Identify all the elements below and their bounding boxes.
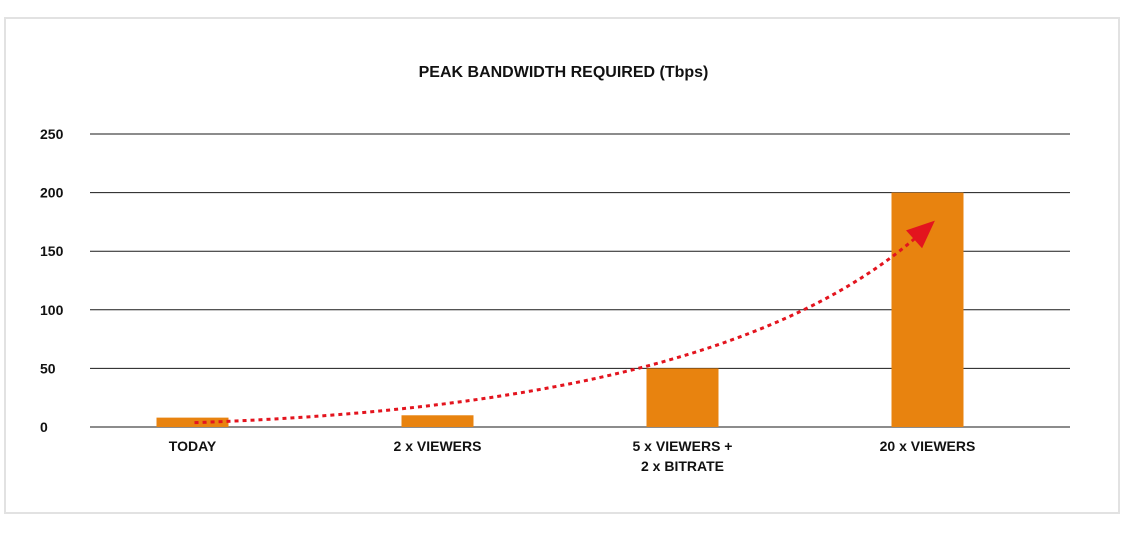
bar (401, 415, 474, 427)
x-tick-label: 5 x VIEWERS + (633, 438, 733, 454)
x-tick-label: TODAY (169, 438, 217, 454)
y-tick-label: 100 (40, 302, 64, 318)
trend-line (194, 231, 923, 425)
trend-arrowhead (906, 220, 935, 249)
y-tick-label: 50 (40, 360, 56, 376)
x-tick-label: 2 x VIEWERS (394, 438, 482, 454)
x-tick-label: 2 x BITRATE (641, 458, 724, 474)
bar (156, 417, 229, 427)
y-tick-label: 200 (40, 185, 64, 201)
y-axis-tick-labels: 0 50 100 150 200 250 (40, 126, 64, 435)
x-tick-label: 20 x VIEWERS (880, 438, 976, 454)
y-tick-label: 250 (40, 126, 64, 142)
bar (646, 368, 719, 427)
y-tick-label: 150 (40, 243, 64, 259)
chart-title: PEAK BANDWIDTH REQUIRED (Tbps) (418, 64, 709, 81)
y-tick-label: 0 (40, 419, 48, 435)
trend-arrow (194, 220, 935, 425)
x-axis-tick-labels: TODAY 2 x VIEWERS 5 x VIEWERS + 2 x BITRATE… (169, 438, 976, 474)
